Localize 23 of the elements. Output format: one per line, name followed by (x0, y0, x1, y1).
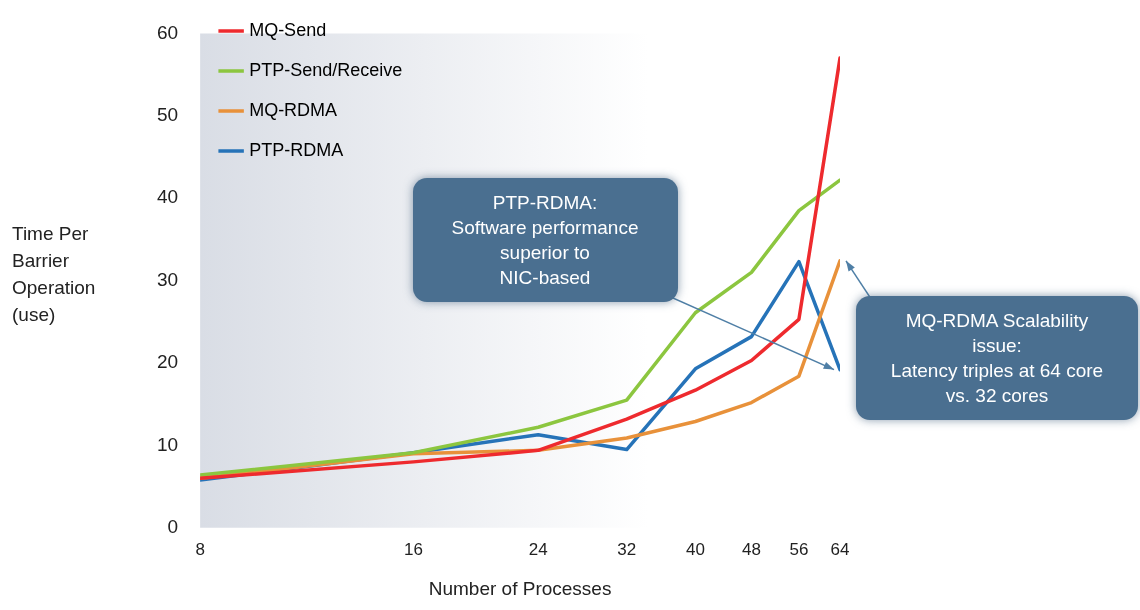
x-axis-title: Number of Processes (428, 577, 612, 599)
y-tick-label: 60 (156, 21, 179, 43)
x-tick-label: 56 (789, 539, 809, 559)
callout: MQ-RDMA Scalability issue: Latency triples at 64 core vs. 32 cores (856, 296, 1138, 420)
y-tick-label: 10 (156, 433, 179, 455)
x-tick-label: 40 (685, 539, 705, 559)
legend-label: MQ-RDMA (249, 99, 338, 120)
legend-label: PTP-Send/Receive (249, 59, 403, 80)
x-tick-label: 32 (617, 539, 637, 559)
callout: PTP-RDMA: Software performance superior to NIC-based (412, 178, 678, 302)
y-axis-title: Time Per Barrier Operation (use) (12, 222, 97, 327)
y-tick-label: 0 (167, 516, 179, 538)
x-tick-label: 16 (403, 539, 423, 559)
x-tick-label: 48 (742, 539, 761, 559)
y-tick-label: 40 (156, 186, 179, 208)
x-tick-label: 8 (195, 539, 205, 559)
legend-label: PTP-RDMA (249, 139, 344, 160)
y-tick-label: 20 (156, 351, 179, 373)
y-tick-label: 50 (156, 104, 179, 126)
x-tick-label: 64 (830, 539, 850, 559)
y-tick-label: 30 (156, 268, 179, 290)
legend-label: MQ-Send (249, 19, 327, 40)
x-tick-label: 24 (528, 539, 548, 559)
